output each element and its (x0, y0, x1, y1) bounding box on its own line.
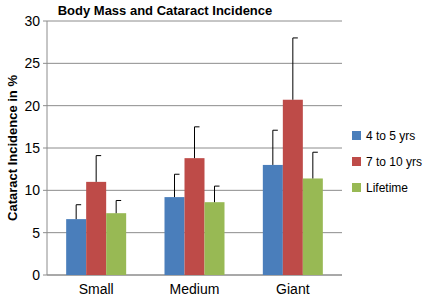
error-bar (96, 156, 101, 182)
error-bar (175, 174, 180, 197)
error-cap (313, 152, 318, 153)
error-line (272, 130, 273, 165)
error-bar (195, 127, 200, 158)
category-label: Giant (276, 281, 310, 297)
tick-mark (43, 21, 47, 22)
bar (283, 100, 303, 275)
bar (303, 178, 323, 275)
tick-mark (43, 63, 47, 64)
y-axis (47, 21, 48, 275)
error-bar (313, 152, 318, 178)
grid-line (47, 21, 342, 22)
category-label: Medium (170, 281, 220, 297)
error-cap (293, 37, 298, 38)
error-cap (195, 126, 200, 127)
chart: 0 5 10 15 20 25 30 Small Medium Giant Body Mass an… (0, 0, 448, 302)
legend-label: 4 to 5 yrs (366, 129, 415, 143)
error-cap (76, 204, 81, 205)
legend-label: Lifetime (366, 181, 408, 195)
tick-mark (43, 148, 47, 149)
legend-swatch (352, 131, 361, 140)
tick-mark (43, 275, 47, 276)
error-line (312, 152, 313, 178)
legend-swatch (352, 157, 361, 166)
y-label: Cataract Incidence in % (5, 75, 20, 221)
tick-label: 15 (24, 140, 40, 156)
legend: 4 to 5 yrs 7 to 10 yrs Lifetime (352, 129, 422, 195)
bars (66, 38, 323, 275)
error-cap (116, 200, 121, 201)
error-line (194, 127, 195, 158)
error-cap (215, 186, 220, 187)
tick-label: 30 (24, 13, 40, 29)
legend-label: 7 to 10 yrs (366, 155, 422, 169)
error-bar (273, 130, 278, 165)
error-cap (175, 174, 180, 175)
error-bar (293, 38, 298, 100)
tick-mark (43, 190, 47, 191)
tick-label: 25 (24, 55, 40, 71)
error-line (76, 205, 77, 219)
error-line (292, 38, 293, 100)
tick-label: 20 (24, 98, 40, 114)
bar (205, 202, 225, 275)
bar (86, 182, 106, 275)
category-label: Small (79, 281, 114, 297)
error-bar (215, 186, 220, 202)
tick-mark (43, 232, 47, 233)
bar (66, 219, 86, 275)
error-cap (273, 130, 278, 131)
bar (263, 165, 283, 275)
error-line (214, 186, 215, 202)
bar (165, 197, 185, 275)
error-line (116, 200, 117, 213)
tick-label: 5 (32, 225, 40, 241)
bar (185, 158, 205, 275)
grid-line (47, 63, 342, 64)
title: Body Mass and Cataract Incidence (58, 3, 273, 18)
tick-label: 10 (24, 182, 40, 198)
error-cap (96, 155, 101, 156)
error-line (96, 156, 97, 182)
tick-mark (43, 105, 47, 106)
error-line (174, 174, 175, 197)
error-bar (76, 205, 81, 219)
legend-swatch (352, 183, 361, 192)
tick-label: 0 (32, 267, 40, 283)
bar (106, 213, 126, 275)
error-bar (116, 200, 121, 213)
